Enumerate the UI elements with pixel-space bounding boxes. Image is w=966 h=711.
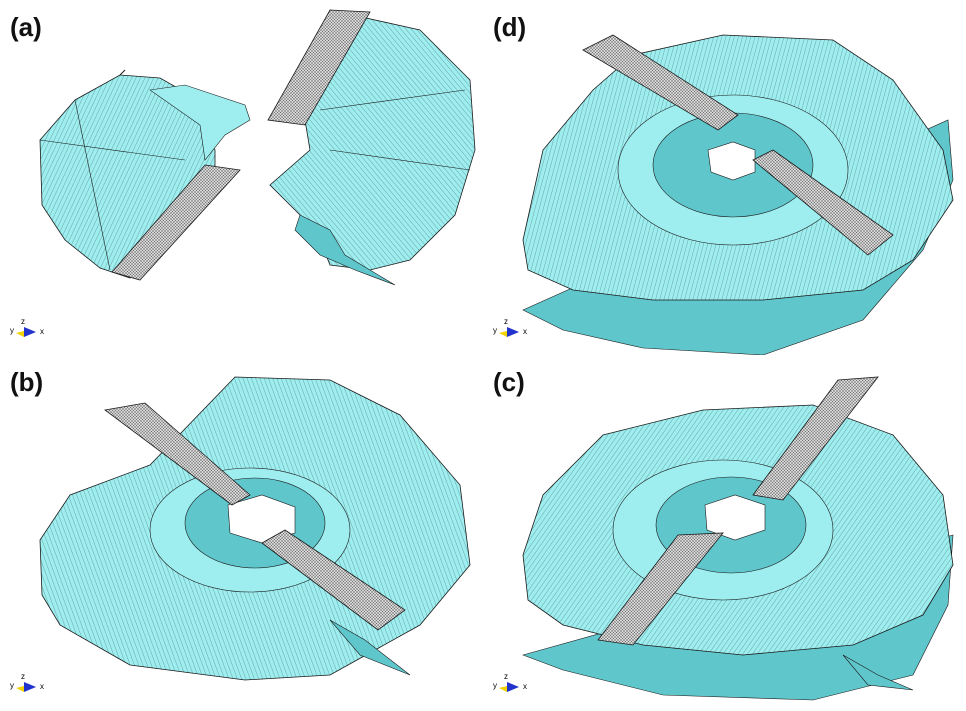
axis-triad-icon: y z x	[10, 317, 44, 337]
ring-b	[39, 376, 471, 681]
ring-d	[522, 34, 954, 355]
panel-label-b: (b)	[10, 367, 44, 397]
triad-x-label: x	[40, 682, 44, 691]
triad-z-label: z	[21, 672, 25, 681]
triad-x-label: x	[523, 682, 527, 691]
panel-d: (d) y z x	[483, 0, 966, 355]
simulation-render-b	[39, 376, 471, 681]
panel-label-c: (c)	[493, 367, 525, 397]
simulation-render-d	[522, 34, 954, 355]
right-segment	[269, 9, 476, 286]
panel-a: (a) y z x	[0, 0, 483, 355]
triad-x-label: x	[523, 327, 527, 336]
triad-y-label: y	[493, 326, 497, 335]
panel-label-d: (d)	[493, 12, 527, 42]
axis-triad-icon: y z x	[10, 672, 44, 692]
triad-x-label: x	[40, 327, 44, 336]
triad-z-label: z	[504, 672, 508, 681]
ring-c	[522, 404, 954, 701]
triad-y-label: y	[493, 681, 497, 690]
triad-z-label: z	[504, 317, 508, 326]
panel-c: (c) y z x	[483, 355, 966, 710]
simulation-render-a	[39, 9, 476, 286]
triad-y-label: y	[10, 326, 14, 335]
panel-b: (b) y z x	[0, 355, 483, 710]
tool-strip-b2	[261, 529, 406, 631]
tool-strip-d2	[752, 149, 894, 256]
axis-triad-icon: y z x	[493, 317, 527, 337]
axis-triad-icon: y z x	[493, 672, 527, 692]
tool-strip-d1	[582, 34, 739, 131]
left-segment	[39, 69, 251, 279]
tool-strip-c2	[597, 532, 724, 646]
tool-strip-c1	[752, 376, 879, 501]
simulation-render-c	[522, 376, 954, 701]
panel-label-a: (a)	[10, 12, 42, 42]
tool-strip-b1	[104, 402, 251, 506]
triad-z-label: z	[21, 317, 25, 326]
triad-y-label: y	[10, 681, 14, 690]
tool-strip-a2	[267, 9, 371, 126]
tool-strip-a1	[111, 164, 241, 281]
